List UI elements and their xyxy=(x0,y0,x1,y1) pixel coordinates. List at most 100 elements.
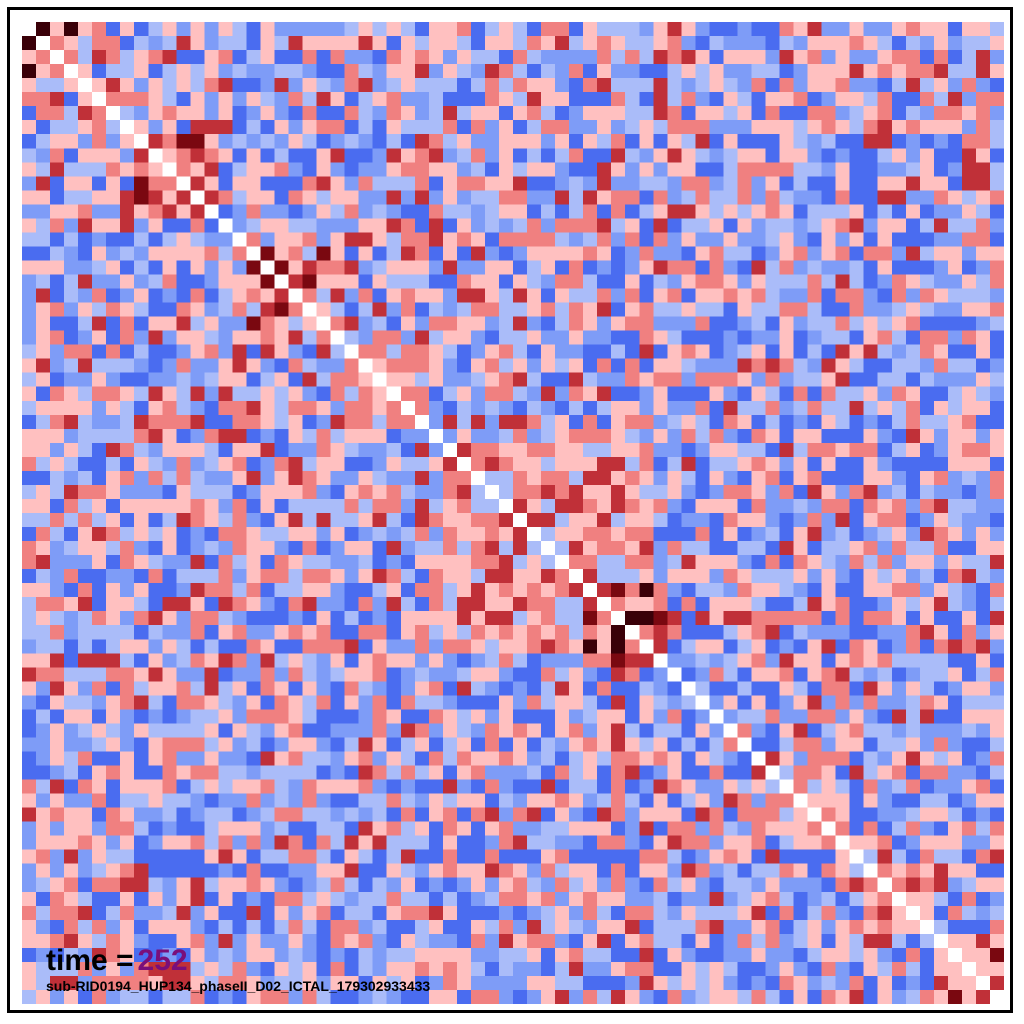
heatmap-cell xyxy=(400,527,416,542)
heatmap-cell xyxy=(583,695,598,710)
heatmap-cell xyxy=(709,414,725,430)
heatmap-cell xyxy=(78,527,93,542)
heatmap-cell xyxy=(877,905,893,921)
heatmap-cell xyxy=(470,555,486,570)
heatmap-cell xyxy=(513,765,528,781)
heatmap-cell xyxy=(723,653,739,668)
heatmap-cell xyxy=(695,288,710,304)
heatmap-cell xyxy=(148,120,163,135)
heatmap-cell xyxy=(358,442,374,458)
heatmap-cell xyxy=(246,204,262,219)
heatmap-cell xyxy=(639,218,654,234)
heatmap-cell xyxy=(751,400,767,416)
heatmap-cell xyxy=(148,344,163,360)
heatmap-cell xyxy=(891,302,907,318)
heatmap-cell xyxy=(92,765,107,781)
heatmap-cell xyxy=(344,414,360,430)
heatmap-cell xyxy=(64,541,79,556)
heatmap-cell xyxy=(779,456,795,472)
heatmap-cell xyxy=(218,330,234,346)
heatmap-cell xyxy=(358,372,374,388)
heatmap-cell xyxy=(260,316,276,332)
heatmap-cell xyxy=(120,190,135,205)
heatmap-cell xyxy=(555,597,570,612)
heatmap-cell xyxy=(681,807,696,823)
heatmap-cell xyxy=(961,709,977,725)
heatmap-cell xyxy=(36,162,51,177)
heatmap-cell xyxy=(428,204,444,219)
heatmap-cell xyxy=(400,919,416,935)
heatmap-cell xyxy=(218,807,234,823)
heatmap-cell xyxy=(877,64,893,79)
heatmap-cell xyxy=(442,653,458,668)
heatmap-cell xyxy=(527,330,542,346)
heatmap-cell xyxy=(695,400,710,416)
heatmap-cell xyxy=(625,975,640,991)
heatmap-cell xyxy=(456,134,472,149)
heatmap-cell xyxy=(555,260,570,276)
heatmap-cell xyxy=(162,190,177,205)
heatmap-cell xyxy=(176,274,191,290)
heatmap-cell xyxy=(555,695,570,710)
heatmap-cell xyxy=(695,134,710,149)
heatmap-cell xyxy=(64,204,79,219)
heatmap-cell xyxy=(975,190,991,205)
heatmap-cell xyxy=(498,527,514,542)
heatmap-cell xyxy=(681,456,696,472)
heatmap-cell xyxy=(555,484,570,500)
heatmap-cell xyxy=(863,442,879,458)
heatmap-cell xyxy=(134,527,149,542)
heatmap-cell xyxy=(456,611,472,626)
heatmap-cell xyxy=(681,232,696,248)
heatmap-cell xyxy=(709,975,725,991)
heatmap-cell xyxy=(947,695,963,710)
heatmap-cell xyxy=(400,344,416,360)
heatmap-cell xyxy=(442,302,458,318)
heatmap-cell xyxy=(162,246,177,262)
heatmap-cell xyxy=(414,330,430,346)
heatmap-cell xyxy=(218,877,234,893)
heatmap-cell xyxy=(148,849,163,865)
heatmap-cell xyxy=(807,246,823,262)
heatmap-cell xyxy=(807,106,823,121)
heatmap-cell xyxy=(120,737,135,753)
heatmap-cell xyxy=(400,36,416,51)
heatmap-cell xyxy=(204,218,219,234)
heatmap-cell xyxy=(527,22,542,37)
heatmap-cell xyxy=(92,569,107,584)
heatmap-cell xyxy=(583,653,598,668)
heatmap-cell xyxy=(807,92,823,107)
heatmap-cell xyxy=(78,947,93,963)
heatmap-cell xyxy=(947,260,963,276)
heatmap-cell xyxy=(555,106,570,121)
heatmap-cell xyxy=(695,527,710,542)
heatmap-cell xyxy=(414,849,430,865)
heatmap-cell xyxy=(176,947,191,963)
heatmap-cell xyxy=(22,442,37,458)
heatmap-cell xyxy=(302,527,318,542)
heatmap-cell xyxy=(120,695,135,710)
heatmap-cell xyxy=(681,120,696,135)
heatmap-cell xyxy=(527,344,542,360)
heatmap-cell xyxy=(442,849,458,865)
heatmap-cell xyxy=(891,513,907,528)
heatmap-cell xyxy=(863,975,879,991)
heatmap-cell xyxy=(961,204,977,219)
heatmap-cell xyxy=(625,22,640,37)
heatmap-cell xyxy=(260,905,276,921)
heatmap-cell xyxy=(344,639,360,654)
heatmap-cell xyxy=(204,400,219,416)
heatmap-cell xyxy=(737,442,753,458)
heatmap-cell xyxy=(765,891,781,907)
heatmap-cell xyxy=(625,849,640,865)
heatmap-cell xyxy=(442,709,458,725)
heatmap-cell xyxy=(569,807,584,823)
heatmap-cell xyxy=(330,835,346,851)
heatmap-cell xyxy=(919,667,935,682)
heatmap-cell xyxy=(583,190,598,205)
heatmap-cell xyxy=(527,50,542,65)
heatmap-cell xyxy=(148,498,163,514)
heatmap-cell xyxy=(470,470,486,486)
heatmap-cell xyxy=(302,498,318,514)
heatmap-cell xyxy=(863,807,879,823)
